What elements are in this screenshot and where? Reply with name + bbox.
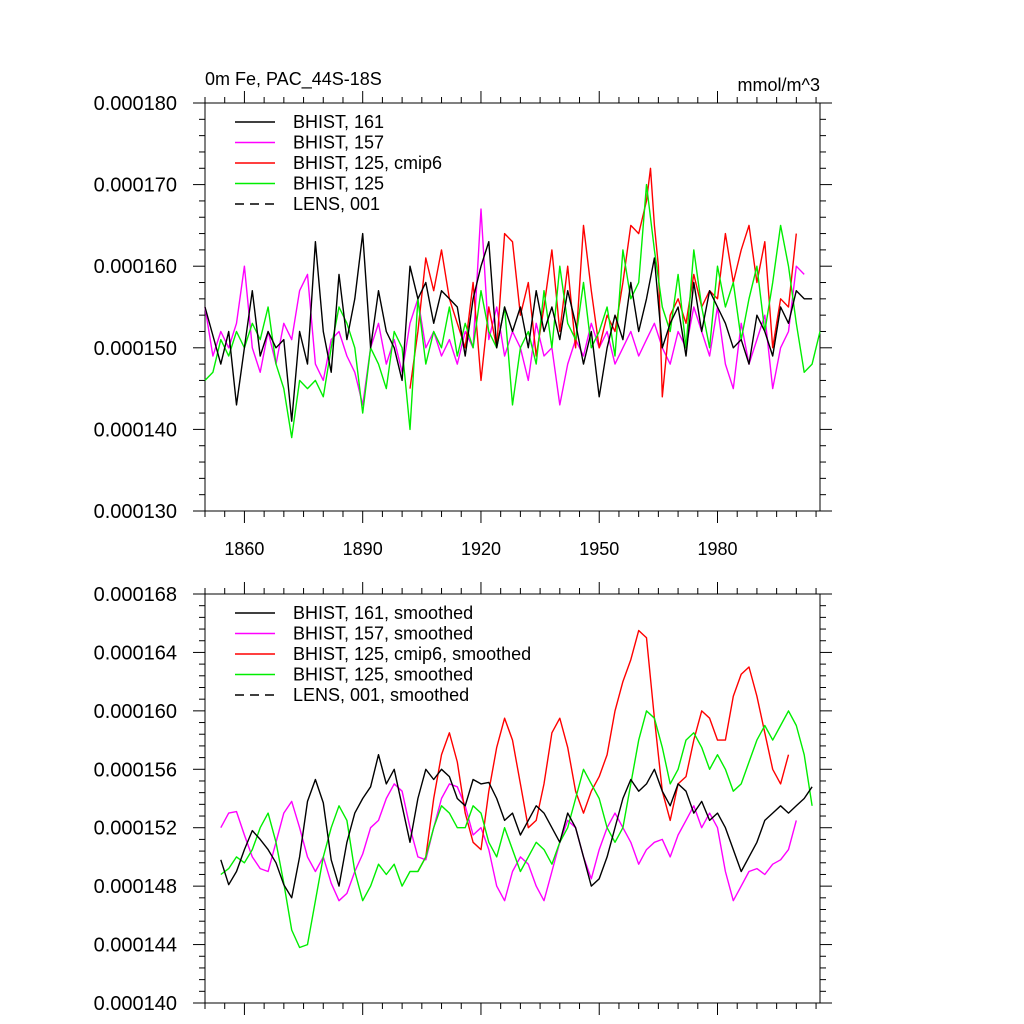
- y-tick-label: 0.000152: [94, 818, 177, 840]
- y-tick-label: 0.000130: [94, 501, 177, 523]
- chart-title: 0m Fe, PAC_44S-18S: [205, 69, 382, 90]
- y-tick-label: 0.000160: [94, 256, 177, 278]
- legend-label: LENS, 001, smoothed: [293, 685, 469, 705]
- legend-label: BHIST, 125, cmip6: [293, 153, 442, 173]
- legend-label: LENS, 001: [293, 194, 380, 214]
- y-tick-label: 0.000140: [94, 419, 177, 441]
- legend-label: BHIST, 157, smoothed: [293, 624, 473, 644]
- series-line-2: [409, 167, 797, 398]
- series-line-2: [417, 629, 790, 872]
- y-tick-label: 0.000150: [94, 338, 177, 360]
- y-tick-label: 0.000168: [94, 584, 177, 606]
- y-tick-label: 0.000156: [94, 759, 177, 781]
- legend-label: BHIST, 161, smoothed: [293, 603, 473, 623]
- y-tick-label: 0.000170: [94, 175, 177, 197]
- chart-units: mmol/m^3: [738, 75, 820, 95]
- y-tick-label: 0.000140: [94, 993, 177, 1015]
- legend-label: BHIST, 157: [293, 133, 384, 153]
- x-tick-label: 1890: [343, 539, 383, 559]
- x-tick-label: 1950: [579, 539, 619, 559]
- legend-label: BHIST, 161: [293, 112, 384, 132]
- y-tick-label: 0.000144: [94, 935, 177, 957]
- top-panel: 0m Fe, PAC_44S-18S mmol/m^3 1860 1890 1920 19…: [94, 69, 832, 559]
- x-tick-label: 1920: [461, 539, 501, 559]
- series-line-1: [204, 208, 805, 406]
- plot-frame: [204, 593, 821, 1004]
- y-tick-label: 0.000164: [94, 642, 177, 664]
- x-tick-label: 1980: [697, 539, 737, 559]
- series-line-0: [204, 232, 813, 422]
- bottom-panel: 0.000140 0.000144 0.000148 0.000152 0.000156…: [94, 582, 832, 1015]
- series-line-3: [204, 183, 821, 439]
- x-tick-label: 1860: [224, 539, 264, 559]
- legend-label: BHIST, 125, smoothed: [293, 665, 473, 685]
- series-line-3: [220, 710, 813, 949]
- legend-label: BHIST, 125, cmip6, smoothed: [293, 644, 531, 664]
- y-tick-label: 0.000160: [94, 701, 177, 723]
- y-tick-label: 0.000148: [94, 876, 177, 898]
- series-line-0: [220, 754, 813, 899]
- series-line-1: [220, 783, 797, 902]
- y-tick-label: 0.000180: [94, 93, 177, 115]
- legend-label: BHIST, 125: [293, 174, 384, 194]
